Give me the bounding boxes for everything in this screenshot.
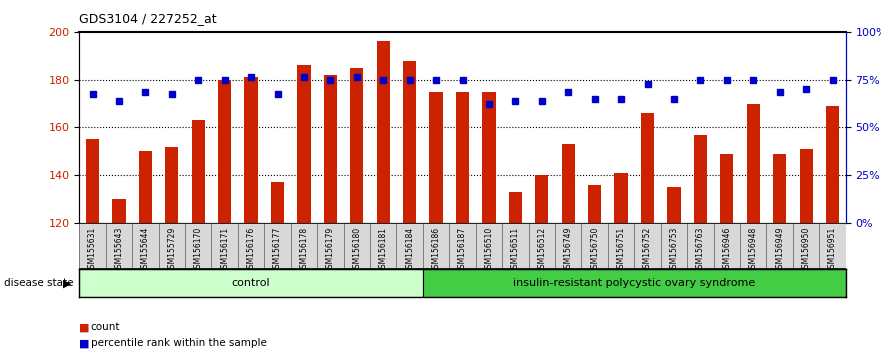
Bar xyxy=(377,41,389,223)
Bar xyxy=(139,152,152,223)
Text: GSM156187: GSM156187 xyxy=(458,227,467,273)
Bar xyxy=(614,173,627,223)
Bar xyxy=(799,149,812,223)
Text: GSM156946: GSM156946 xyxy=(722,227,731,273)
Text: GSM156763: GSM156763 xyxy=(696,227,705,273)
Text: GSM156181: GSM156181 xyxy=(379,227,388,273)
Text: GSM156186: GSM156186 xyxy=(432,227,440,273)
Bar xyxy=(166,147,178,223)
Bar xyxy=(350,68,363,223)
Text: GSM156753: GSM156753 xyxy=(670,227,678,273)
Bar xyxy=(85,139,99,223)
Text: GSM156178: GSM156178 xyxy=(300,227,308,273)
Text: GSM156749: GSM156749 xyxy=(564,227,573,273)
Text: GSM156171: GSM156171 xyxy=(220,227,229,273)
Text: GSM156949: GSM156949 xyxy=(775,227,784,273)
Text: GSM156752: GSM156752 xyxy=(643,227,652,273)
Bar xyxy=(403,61,416,223)
Text: GSM156751: GSM156751 xyxy=(617,227,626,273)
Text: GSM156184: GSM156184 xyxy=(405,227,414,273)
Text: GSM155644: GSM155644 xyxy=(141,227,150,273)
Text: ▶: ▶ xyxy=(63,278,71,288)
Bar xyxy=(456,92,469,223)
Bar xyxy=(641,113,654,223)
Bar xyxy=(589,185,601,223)
Bar xyxy=(508,192,522,223)
Text: GSM156750: GSM156750 xyxy=(590,227,599,273)
Text: disease state: disease state xyxy=(4,278,74,288)
Bar xyxy=(270,182,284,223)
Text: GSM156511: GSM156511 xyxy=(511,227,520,273)
Bar xyxy=(191,120,204,223)
Text: ■: ■ xyxy=(79,338,90,348)
Bar xyxy=(535,175,548,223)
Bar xyxy=(562,144,574,223)
FancyBboxPatch shape xyxy=(79,269,423,297)
Text: GSM156951: GSM156951 xyxy=(828,227,837,273)
FancyBboxPatch shape xyxy=(423,269,846,297)
Text: control: control xyxy=(232,278,270,288)
Text: GSM155631: GSM155631 xyxy=(88,227,97,273)
Text: GSM156176: GSM156176 xyxy=(247,227,255,273)
Text: percentile rank within the sample: percentile rank within the sample xyxy=(91,338,267,348)
Bar xyxy=(720,154,733,223)
Bar xyxy=(324,75,337,223)
Text: GSM156512: GSM156512 xyxy=(537,227,546,273)
Bar xyxy=(826,106,839,223)
Text: ■: ■ xyxy=(79,322,90,332)
Bar xyxy=(668,187,680,223)
Bar xyxy=(694,135,707,223)
Bar xyxy=(112,199,125,223)
Text: GSM155729: GSM155729 xyxy=(167,227,176,273)
Bar xyxy=(483,92,495,223)
Text: GSM156170: GSM156170 xyxy=(194,227,203,273)
Text: GSM156179: GSM156179 xyxy=(326,227,335,273)
Text: GSM156177: GSM156177 xyxy=(273,227,282,273)
Text: GSM156180: GSM156180 xyxy=(352,227,361,273)
Text: GSM156950: GSM156950 xyxy=(802,227,811,273)
Text: GSM156510: GSM156510 xyxy=(485,227,493,273)
Bar xyxy=(747,104,759,223)
Bar xyxy=(244,77,257,223)
Bar xyxy=(297,65,310,223)
Bar xyxy=(430,92,442,223)
Text: count: count xyxy=(91,322,120,332)
Text: GDS3104 / 227252_at: GDS3104 / 227252_at xyxy=(79,12,217,25)
Text: GSM155643: GSM155643 xyxy=(115,227,123,273)
Text: GSM156948: GSM156948 xyxy=(749,227,758,273)
Bar xyxy=(774,154,786,223)
Bar xyxy=(218,80,231,223)
Text: insulin-resistant polycystic ovary syndrome: insulin-resistant polycystic ovary syndr… xyxy=(514,278,755,288)
